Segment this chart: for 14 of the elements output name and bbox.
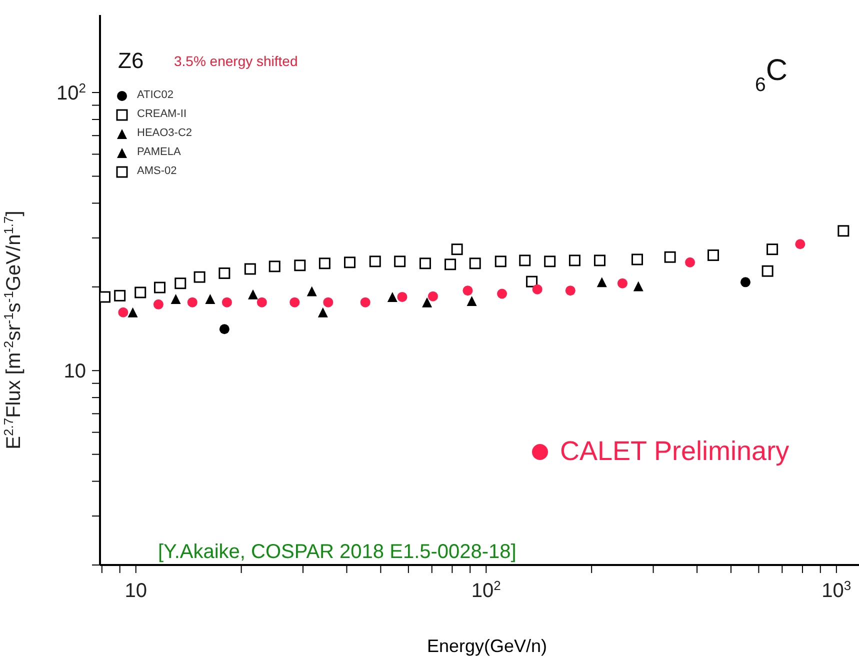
legend-label: CALET Preliminary: [560, 436, 790, 467]
x-axis-title: Energy(GeV/n): [426, 636, 548, 656]
annotation: Z6: [118, 48, 144, 73]
annotation: $_{6}$C: [755, 54, 788, 96]
annotation: 3.5% energy shifted: [174, 53, 298, 69]
annotation: [Y.Akaike, COSPAR 2018 E1.5-0028-18]: [158, 541, 516, 563]
legend-label: HEAO3-C2: [137, 126, 192, 141]
x-tick-label: 10$^{3}$: [822, 578, 852, 602]
x-tick-label: 10$^{2}$: [471, 578, 501, 602]
legend-label: AMS-02: [137, 164, 177, 179]
legend-label: CREAM-II: [137, 107, 186, 122]
legend-label: ATIC02: [137, 88, 174, 103]
x-tick-label: 10: [124, 580, 147, 602]
legend-label: PAMELA: [137, 145, 181, 160]
